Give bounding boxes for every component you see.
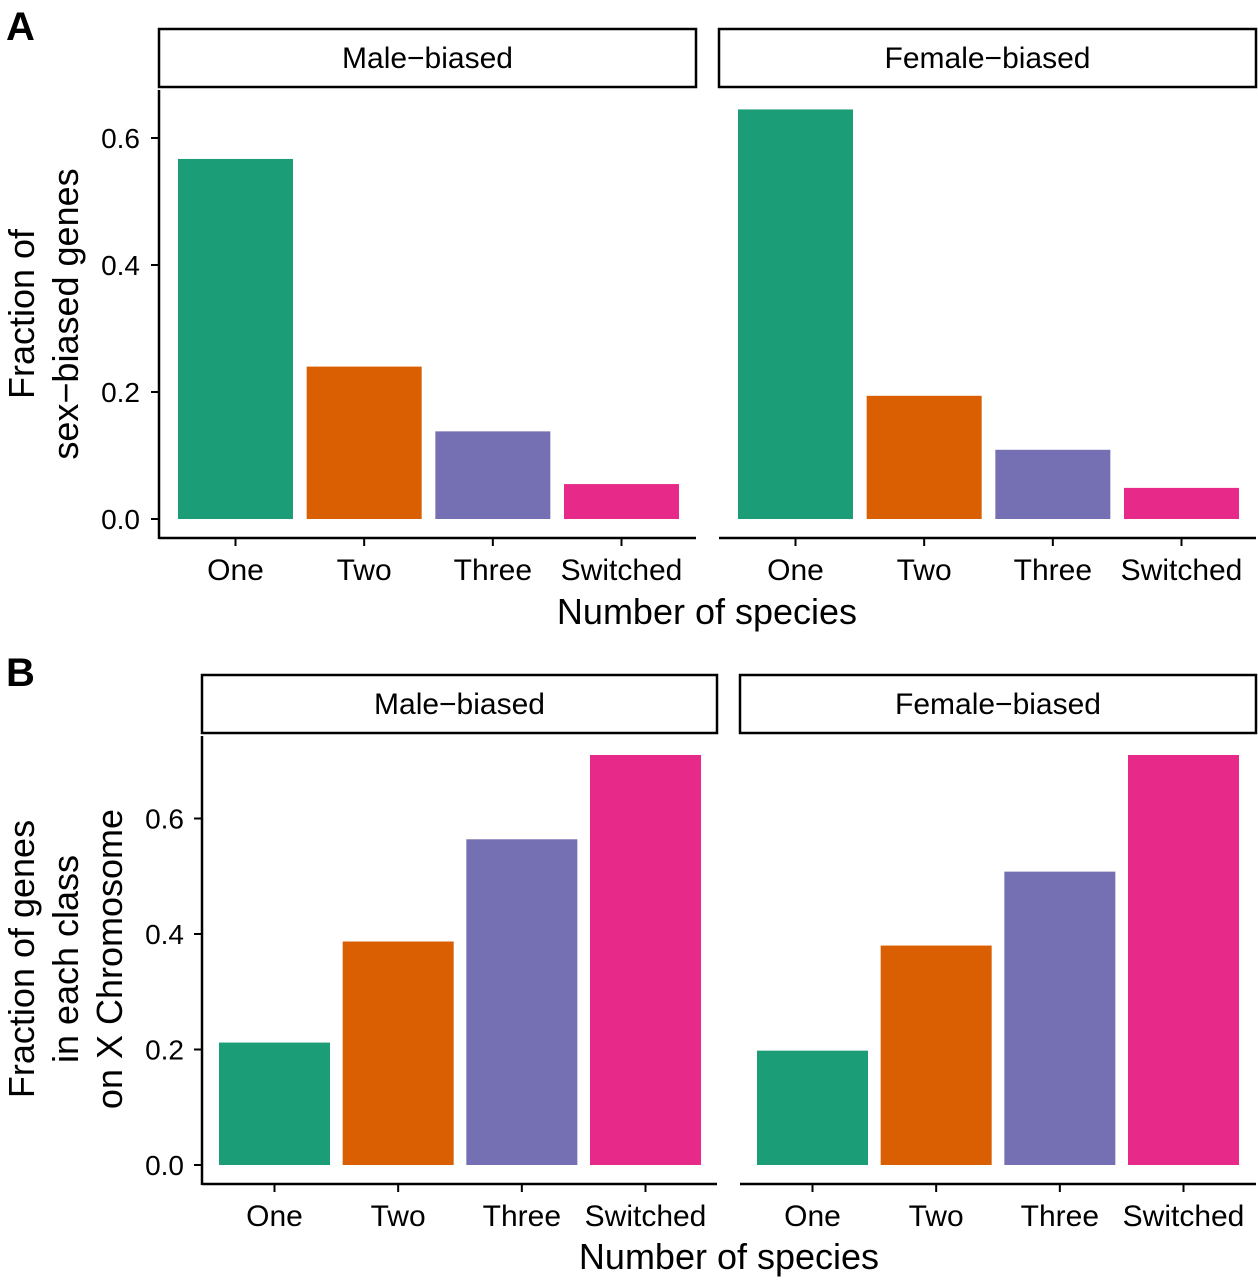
bar-switched [590,754,702,1165]
y-axis-title: Fraction of genes [1,820,42,1098]
bar-two [306,366,422,519]
y-tick-label: 0.2 [145,1035,184,1066]
bar-two [880,945,992,1165]
x-tick-label: One [767,554,824,587]
y-axis-title: on X Chromosome [89,809,130,1109]
panel-label: B [6,651,35,695]
x-tick-label: Three [483,1200,561,1233]
bar-two [866,395,982,519]
facet-title: Female−biased [885,42,1091,75]
bar-one [178,158,293,519]
bar-switched [564,484,680,519]
x-tick-label: Two [337,554,392,587]
bar-switched [1128,754,1240,1165]
x-axis-title: Number of species [579,1236,879,1277]
facet-title: Male−biased [342,42,513,75]
bar-three [435,431,551,519]
x-tick-label: Switched [1123,1200,1245,1233]
bar-two [342,941,454,1165]
x-tick-label: One [784,1200,841,1233]
bar-one [757,1050,868,1165]
x-tick-label: Two [897,554,952,587]
x-tick-label: Two [371,1200,426,1233]
bar-one [738,109,853,520]
facet-strip [717,27,1258,89]
x-tick-label: Switched [585,1200,707,1233]
x-tick-label: Three [1014,554,1092,587]
x-tick-label: One [207,554,264,587]
x-tick-label: Two [909,1200,964,1233]
facet-strip [738,673,1258,735]
bar-three [466,839,578,1165]
y-tick-label: 0.6 [101,123,140,154]
facet-strip [157,27,698,89]
x-tick-label: Switched [1121,554,1243,587]
y-tick-label: 0.6 [145,804,184,835]
bar-one [219,1042,330,1165]
facet-title: Female−biased [895,688,1101,721]
x-tick-label: Three [1021,1200,1099,1233]
y-axis-title: sex−biased genes [45,168,86,459]
facet-title: Male−biased [374,688,545,721]
x-axis-title: Number of species [557,591,857,632]
y-axis-title: Fraction of [1,228,42,399]
bar-three [995,449,1111,519]
x-tick-label: One [246,1200,303,1233]
panel-label: A [6,5,35,49]
bar-switched [1124,487,1240,519]
x-tick-label: Switched [561,554,683,587]
x-tick-label: Three [454,554,532,587]
y-tick-label: 0.4 [101,250,140,281]
y-tick-label: 0.4 [145,919,184,950]
y-axis-title: in each class [45,855,86,1063]
y-tick-label: 0.0 [101,504,140,535]
facet-strip [200,673,719,735]
bar-three [1004,871,1116,1165]
y-tick-label: 0.2 [101,377,140,408]
y-tick-label: 0.0 [145,1150,184,1181]
